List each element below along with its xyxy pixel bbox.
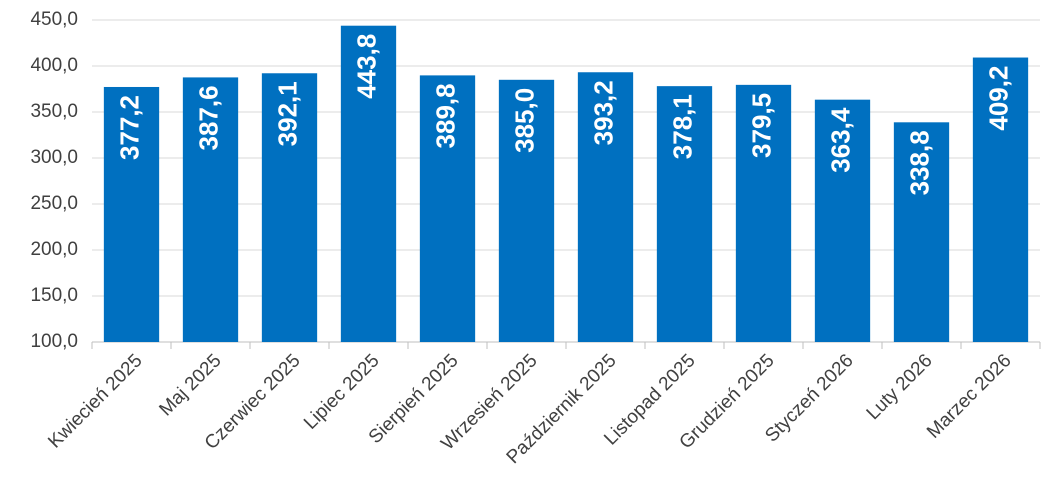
value-label: 377,2 xyxy=(114,95,144,160)
bar xyxy=(577,72,634,343)
bar xyxy=(735,84,792,343)
value-label: 389,8 xyxy=(430,83,460,148)
value-label: 387,6 xyxy=(193,85,223,150)
y-tick-label: 150,0 xyxy=(30,285,78,306)
bar xyxy=(656,86,713,342)
bar xyxy=(182,77,239,343)
y-tick-label: 100,0 xyxy=(30,331,78,352)
value-label: 393,2 xyxy=(588,80,618,145)
value-label: 378,1 xyxy=(667,94,697,159)
value-label: 363,4 xyxy=(825,107,855,173)
x-tick-label: Maj 2025 xyxy=(155,350,225,420)
y-tick-label: 400,0 xyxy=(30,55,78,76)
value-label: 392,1 xyxy=(272,81,302,146)
value-label: 409,2 xyxy=(983,66,1013,131)
bar xyxy=(340,25,397,342)
value-label: 379,5 xyxy=(746,93,776,158)
bar xyxy=(972,57,1029,342)
x-tick-label: Kwiecień 2025 xyxy=(44,350,146,452)
bar xyxy=(103,86,160,342)
bar xyxy=(498,79,555,343)
value-label: 338,8 xyxy=(904,130,934,195)
bar xyxy=(261,73,318,342)
x-tick-label: Marzec 2026 xyxy=(923,350,1016,443)
x-tick-label: Lipiec 2025 xyxy=(300,350,384,434)
bar xyxy=(814,99,871,342)
y-tick-label: 300,0 xyxy=(30,147,78,168)
bar xyxy=(893,122,950,342)
x-tick-label: Luty 2026 xyxy=(863,350,937,424)
y-tick-label: 450,0 xyxy=(30,9,78,30)
value-label: 443,8 xyxy=(351,34,381,99)
y-tick-label: 350,0 xyxy=(30,101,78,122)
y-tick-label: 200,0 xyxy=(30,239,78,260)
value-label: 385,0 xyxy=(509,88,539,153)
bar xyxy=(419,75,476,342)
y-tick-label: 250,0 xyxy=(30,193,78,214)
